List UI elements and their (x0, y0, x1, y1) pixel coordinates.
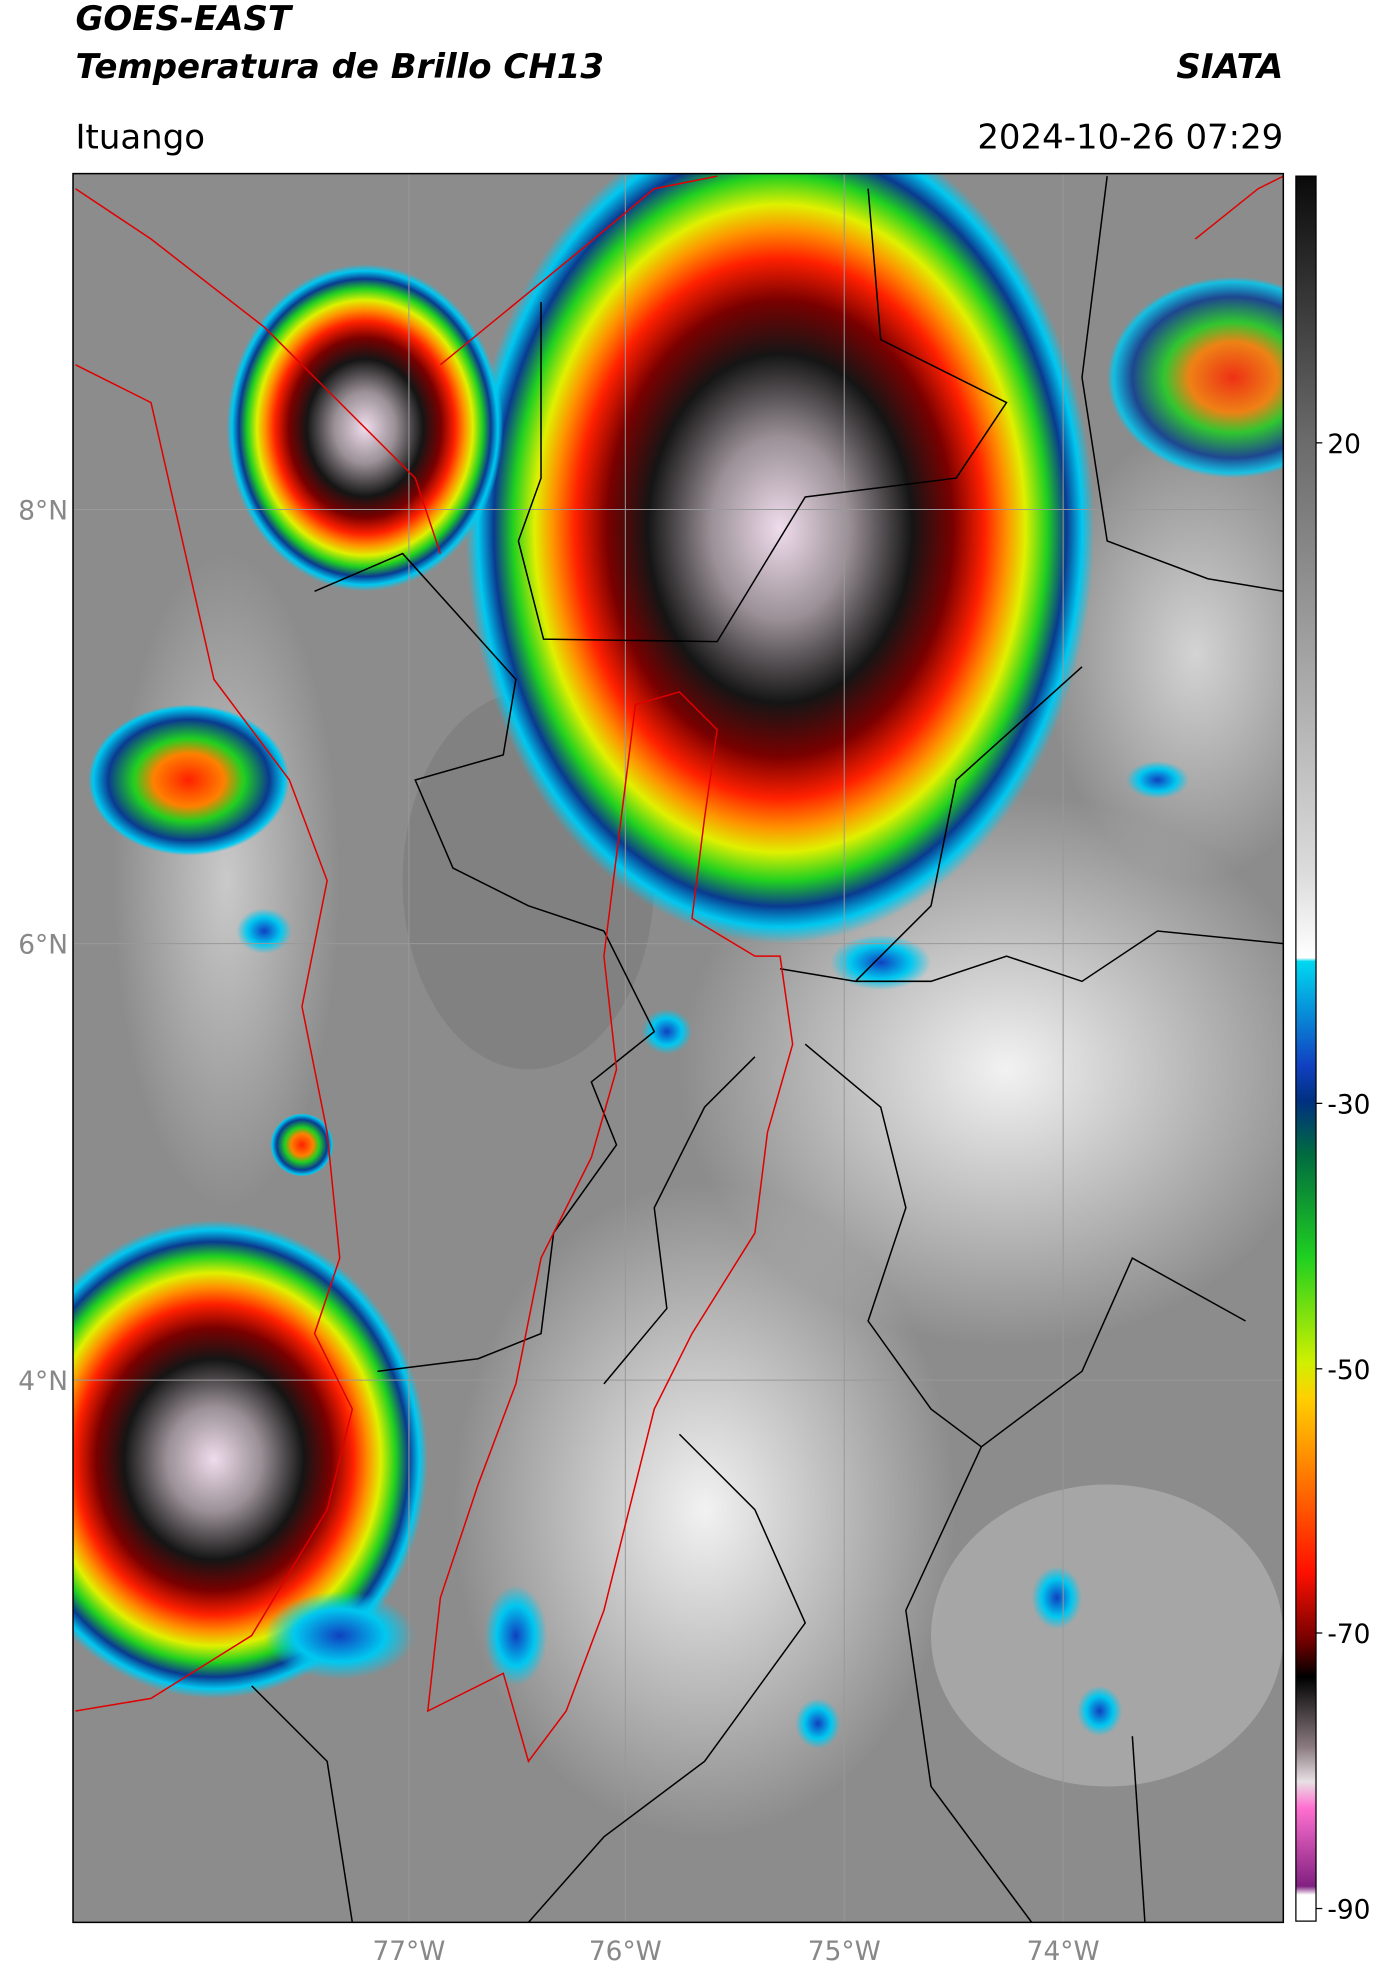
datetime: 2024-10-26 07:29 (977, 117, 1283, 157)
colorbar-label: -70 (1327, 1619, 1370, 1650)
colorbar-label: -30 (1327, 1089, 1370, 1120)
graticule (73, 173, 1284, 1923)
red-boundaries (75, 175, 1284, 1764)
map-frame (72, 172, 1285, 1924)
location: Ituango (76, 117, 206, 157)
lon-label: 76°W (589, 1936, 662, 1967)
colorbar (1295, 175, 1317, 1922)
title: GOES-EAST (76, 0, 294, 39)
lat-labels: 8°N 6°N 4°N (18, 496, 68, 1398)
lat-label: 4°N (18, 1366, 68, 1397)
lon-label: 75°W (808, 1936, 881, 1967)
lat-label: 8°N (18, 496, 68, 527)
subtitle: Temperatura de Brillo CH13 (76, 47, 604, 87)
lon-labels: 77°W 76°W 75°W 74°W (372, 1936, 1099, 1967)
colorbar-label: -50 (1327, 1355, 1370, 1386)
lon-label: 74°W (1027, 1936, 1100, 1967)
satellite-image (73, 173, 1284, 1923)
colorbar-ticks (1316, 442, 1323, 1910)
colorbar-label: 20 (1327, 429, 1361, 460)
colorbar-label: -90 (1327, 1895, 1370, 1926)
boundaries (251, 176, 1284, 1923)
lon-label: 77°W (372, 1936, 445, 1967)
lat-label: 6°N (18, 930, 68, 961)
agency: SIATA (1176, 47, 1283, 87)
